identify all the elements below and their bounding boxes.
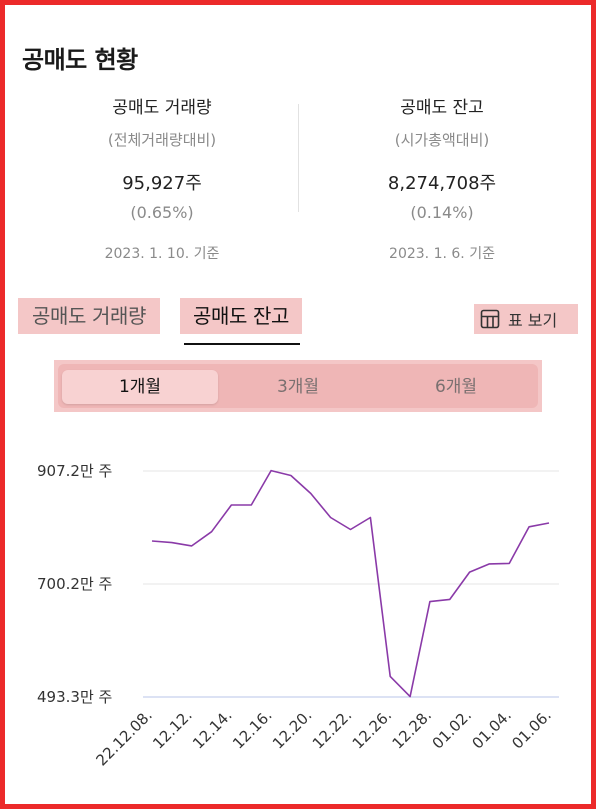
tab-short-balance[interactable]: 공매도 잔고 [180, 298, 302, 334]
trade-volume-stat: 공매도 거래량 (전체거래량대비) 95,927주 (0.65%) 2023. … [42, 96, 282, 264]
period-1-month-button[interactable]: 1개월 [62, 370, 218, 404]
page-title: 공매도 현황 [22, 46, 138, 74]
period-selector: 1개월 3개월 6개월 [58, 364, 538, 408]
trade-volume-date: 2023. 1. 10. 기준 [104, 246, 220, 262]
balance-label: 공매도 잔고 [400, 98, 484, 118]
y-tick-label: 493.3만 주 [37, 688, 112, 706]
x-tick-label: 01.02. [429, 706, 475, 752]
trade-volume-basis: (전체거래량대비) [107, 131, 217, 149]
balance-basis: (시가총액대비) [394, 131, 490, 149]
balance-date: 2023. 1. 6. 기준 [389, 246, 495, 262]
trade-volume-value: 95,927주 [122, 173, 202, 194]
x-tick-label: 01.06. [508, 706, 554, 752]
table-view-label: 표 보기 [508, 311, 558, 330]
table-grid-icon [480, 309, 500, 329]
x-tick-label: 12.28. [389, 706, 435, 752]
x-tick-label: 12.14. [189, 706, 235, 752]
series-line [151, 469, 550, 698]
x-tick-label: 12.22. [309, 706, 355, 752]
period-selector-highlight: 1개월 3개월 6개월 [54, 360, 542, 412]
x-tick-label: 12.20. [269, 706, 315, 752]
period-3-month-button[interactable]: 3개월 [276, 377, 320, 397]
balance-percent: (0.14%) [410, 203, 474, 222]
period-6-month-button[interactable]: 6개월 [434, 377, 478, 397]
trade-volume-percent: (0.65%) [130, 203, 194, 222]
tab-short-trade-volume[interactable]: 공매도 거래량 [18, 298, 160, 334]
y-tick-label: 700.2만 주 [37, 575, 112, 593]
balance-value: 8,274,708주 [387, 173, 497, 194]
table-view-button[interactable]: 표 보기 [474, 304, 578, 334]
x-tick-label: 01.04. [468, 706, 514, 752]
trade-volume-label: 공매도 거래량 [112, 98, 212, 118]
x-tick-label: 12.26. [349, 706, 395, 752]
stat-divider [298, 104, 299, 212]
y-tick-label: 907.2만 주 [37, 462, 112, 480]
active-tab-indicator [184, 343, 300, 345]
x-tick-label: 22.12.08. [92, 706, 155, 769]
x-tick-label: 12.16. [229, 706, 275, 752]
balance-stat: 공매도 잔고 (시가총액대비) 8,274,708주 (0.14%) 2023.… [322, 96, 562, 264]
x-tick-label: 12.12. [149, 706, 195, 752]
